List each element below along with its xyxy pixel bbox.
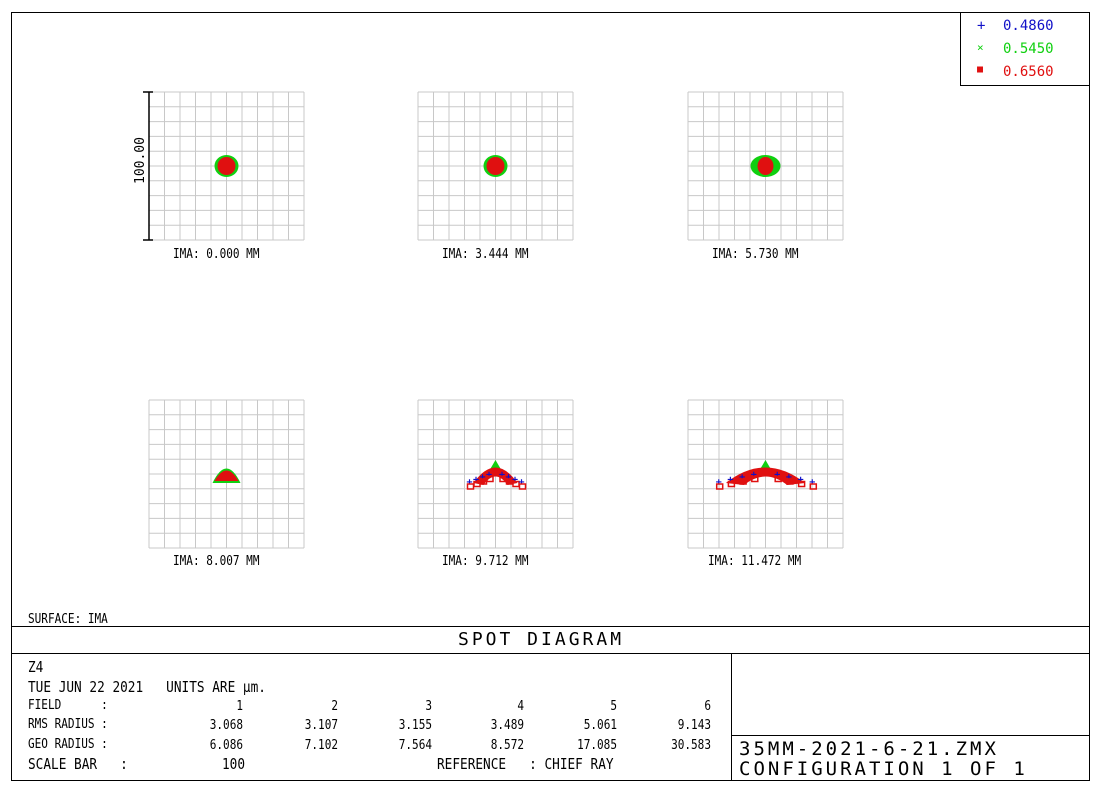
spot-red-marker (715, 483, 724, 490)
spot-red-marker (786, 478, 794, 485)
spot-red-marker (727, 480, 736, 488)
spot-red-marker (751, 475, 759, 483)
divider (11, 626, 1089, 627)
outer-frame (11, 12, 1090, 781)
spot-blue-marker: + (506, 472, 512, 483)
spot-red-marker (486, 475, 494, 483)
plot-label: IMA: 3.444 MM (442, 247, 529, 262)
divider (11, 653, 1089, 654)
table-cell-fields: 3 (425, 699, 432, 714)
geo-label: GEO RADIUS : (28, 737, 108, 752)
spot-blue-marker: + (519, 477, 525, 488)
table-cell-rms: 5.061 (583, 718, 617, 733)
table-cell-geo: 8.572 (490, 738, 524, 753)
lens-name: Z4 (28, 658, 44, 676)
spot-blue-marker: + (809, 477, 815, 488)
table-cell-geo: 17.085 (577, 738, 617, 753)
spot-blue-marker: + (512, 475, 518, 486)
legend-marker-red-icon: ■ (977, 64, 984, 75)
legend-label: 0.5450 (1003, 41, 1054, 57)
table-cell-fields: 4 (517, 699, 524, 714)
spot-red-marker (774, 475, 782, 483)
spot-red-marker (518, 483, 527, 490)
surface-label: SURFACE: IMA (28, 612, 108, 627)
table-cell-fields: 1 (236, 699, 243, 714)
plot-label: IMA: 11.472 MM (708, 554, 802, 569)
table-cell-fields: 2 (331, 699, 338, 714)
scale-bar-value: 100 (222, 755, 246, 773)
table-cell-geo: 30.583 (671, 738, 711, 753)
spot-blue-marker: + (774, 470, 780, 481)
spot-blue-marker: + (499, 470, 505, 481)
table-cell-rms: 9.143 (677, 718, 711, 733)
table-cell-geo: 6.086 (209, 738, 243, 753)
spot-red (486, 157, 505, 175)
spot-blue-marker: + (798, 475, 804, 486)
legend-marker-green-icon: × (977, 41, 984, 54)
legend-marker-blue-icon: + (977, 18, 986, 34)
rms-label: RMS RADIUS : (28, 717, 108, 732)
divider (731, 653, 732, 780)
spot-blue-marker: + (473, 475, 479, 486)
plot-label: IMA: 0.000 MM (173, 247, 260, 262)
legend-label: 0.4860 (1003, 18, 1054, 34)
spot-blue-marker: + (727, 475, 733, 486)
spot-blue-marker: + (751, 470, 757, 481)
plot-label: IMA: 8.007 MM (173, 554, 260, 569)
spot-red-marker (809, 483, 818, 490)
spot-blue-marker: + (716, 477, 722, 488)
spot-red-marker (739, 478, 747, 485)
table-cell-rms: 3.107 (304, 718, 338, 733)
table-cell-rms: 3.155 (398, 718, 432, 733)
date-units: TUE JUN 22 2021 UNITS ARE µm. (28, 678, 266, 696)
spot-red-marker (797, 480, 806, 488)
file-name: 35MM-2021-6-21.ZMX (739, 738, 999, 760)
table-cell-geo: 7.564 (398, 738, 432, 753)
spot-red (757, 157, 774, 175)
spot-blue-marker: + (480, 472, 486, 483)
plot-label: IMA: 5.730 MM (712, 247, 799, 262)
table-cell-fields: 6 (704, 699, 711, 714)
spot-blue-marker: + (786, 472, 792, 483)
table-cell-rms: 3.489 (490, 718, 524, 733)
table-cell-geo: 7.102 (304, 738, 338, 753)
spot-red (214, 470, 239, 481)
spot-blue-marker: + (467, 477, 473, 488)
spot-blue-marker: + (739, 472, 745, 483)
plot-label: IMA: 9.712 MM (442, 554, 529, 569)
configuration: CONFIGURATION 1 OF 1 (739, 758, 1028, 780)
spot-blue-marker: + (486, 470, 492, 481)
chart-title: SPOT DIAGRAM (458, 629, 625, 650)
scale-bar-row-label: SCALE BAR : (28, 755, 128, 773)
divider (731, 735, 1089, 736)
reference: REFERENCE : CHIEF RAY (437, 755, 614, 773)
legend-label: 0.6560 (1003, 64, 1054, 80)
spot-red (217, 157, 236, 175)
scale-bar-label: 100.00 (133, 137, 148, 184)
table-cell-fields: 5 (610, 699, 617, 714)
table-cell-rms: 3.068 (209, 718, 243, 733)
field-label: FIELD : (28, 698, 108, 713)
legend: + 0.4860 × 0.5450 ■ 0.6560 (960, 12, 1089, 86)
